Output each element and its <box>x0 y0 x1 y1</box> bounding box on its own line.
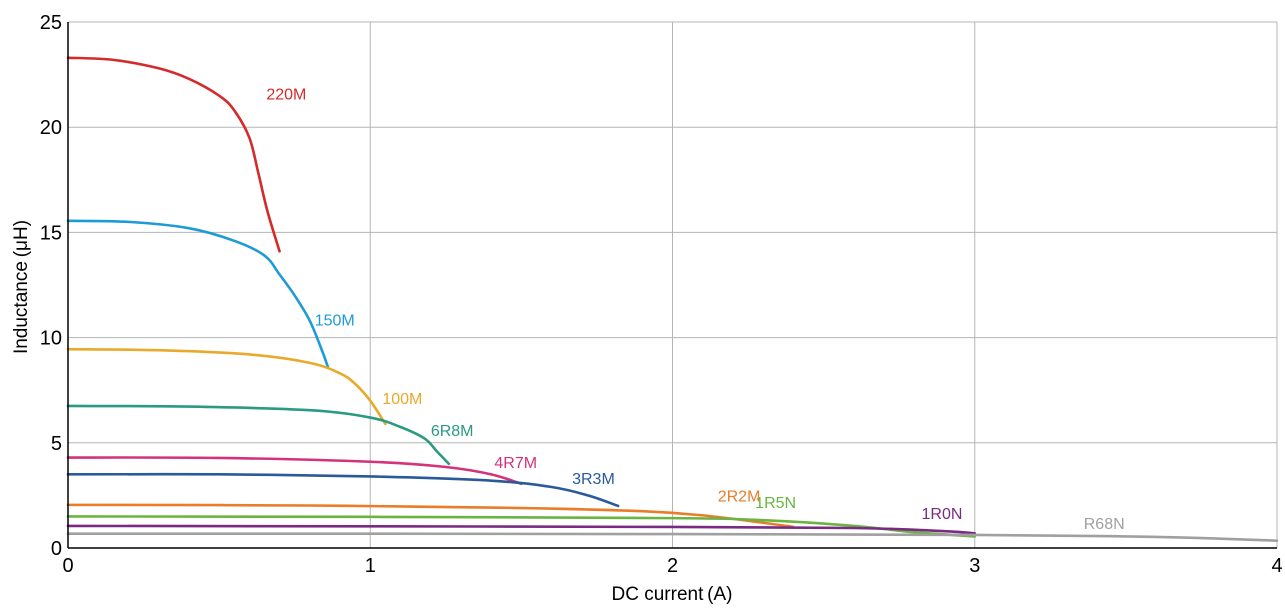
series-label-6r8m: 6R8M <box>431 423 474 440</box>
y-tick-label: 15 <box>40 222 62 244</box>
y-tick-label: 10 <box>40 328 62 350</box>
series-label-220m: 220M <box>266 87 306 104</box>
x-tick-label: 4 <box>1271 555 1282 577</box>
series-line-150m <box>66 219 330 369</box>
x-tick-label: 0 <box>62 555 73 577</box>
series-label-r68n: R68N <box>1084 516 1125 533</box>
axes: 0 1 2 3 4 0 5 10 15 20 25 <box>40 12 1283 577</box>
series-lines <box>66 56 1279 542</box>
series-line-220m <box>66 56 281 253</box>
series-line-3r3m <box>66 472 620 508</box>
y-axis-label: Inductance (μH) <box>11 220 32 354</box>
series-line-r68n <box>66 532 1279 542</box>
x-axis-label: DC current (A) <box>612 584 733 605</box>
series-label-1r0n: 1R0N <box>922 506 963 523</box>
grid <box>68 21 1278 548</box>
y-tick-label: 25 <box>40 12 62 34</box>
x-tick-label: 2 <box>667 555 678 577</box>
series-label-3r3m: 3R3M <box>572 471 615 488</box>
series-label-150m: 150M <box>315 313 355 330</box>
series-line-100m <box>66 347 387 426</box>
y-tick-label: 20 <box>40 117 62 139</box>
x-tick-label: 3 <box>969 555 980 577</box>
series-line-1r0n <box>66 524 977 535</box>
series-label-1r5n: 1R5N <box>755 495 796 512</box>
series-label-4r7m: 4R7M <box>494 455 537 472</box>
series-label-100m: 100M <box>382 391 422 408</box>
y-tick-label: 0 <box>51 538 62 560</box>
series-line-4r7m <box>66 456 523 486</box>
series-label-2r2m: 2R2M <box>718 488 761 505</box>
x-tick-label: 1 <box>365 555 376 577</box>
series-line-2r2m <box>66 503 795 529</box>
y-tick-label: 5 <box>51 433 62 455</box>
series-line-6r8m <box>66 404 451 466</box>
